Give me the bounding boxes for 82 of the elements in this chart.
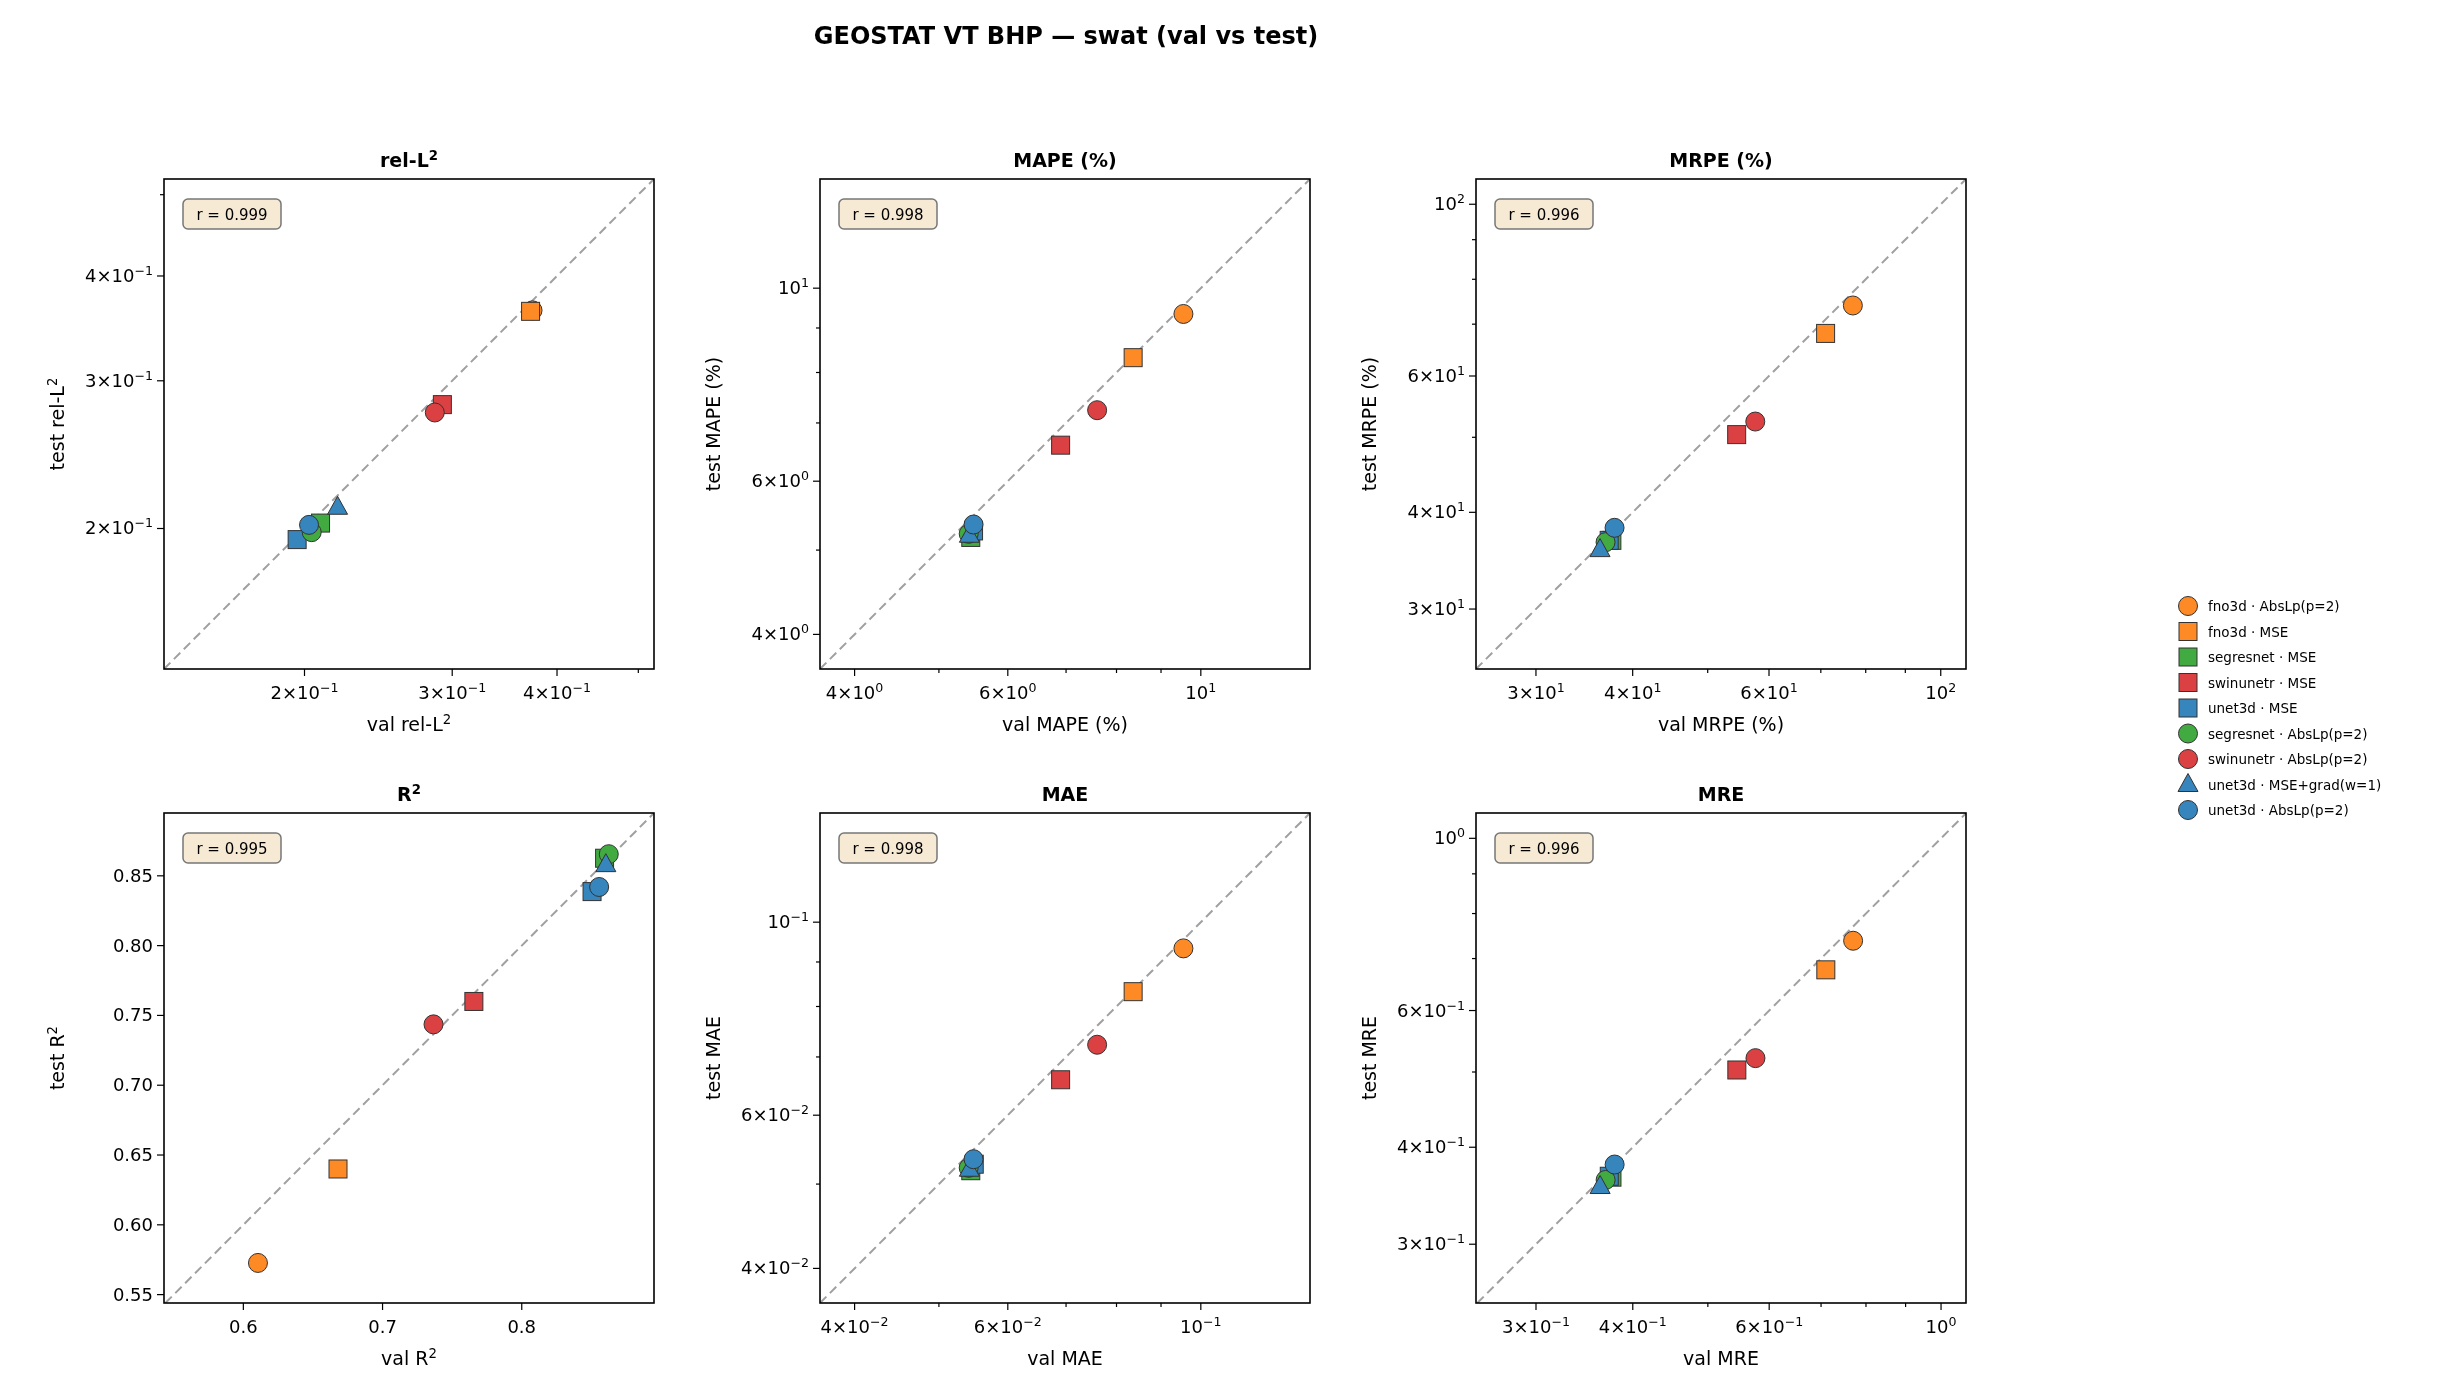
chart-title: rel-L$^{2}$	[379, 147, 439, 171]
x-tick-label: 10$^{2}$	[1925, 679, 1957, 703]
chart-title: R$^{2}$	[397, 781, 421, 805]
x-tick-label: 4×10$^{−1}$	[1598, 1313, 1667, 1337]
legend-label: segresnet · AbsLp(p=2)	[2208, 725, 2368, 742]
y-tick-label: 0.70	[112, 1074, 153, 1096]
x-tick-label: 4×10$^{1}$	[1603, 679, 1662, 703]
annotation: r = 0.996	[1508, 840, 1580, 858]
y-axis-title: test MAPE (%)	[702, 356, 724, 492]
legend-label: segresnet · MSE	[2208, 649, 2317, 665]
annotation: r = 0.998	[852, 206, 924, 224]
legend-label: swinunetr · MSE	[2208, 674, 2317, 691]
y-axis-title: test MAE	[702, 1016, 724, 1100]
x-tick-label: 6×10$^{−1}$	[1735, 1313, 1804, 1337]
x-tick-label: 3×10$^{−1}$	[1501, 1313, 1571, 1337]
chart-title: MRPE (%)	[1669, 149, 1773, 171]
x-axis-title: val MRPE (%)	[1657, 713, 1785, 735]
x-axis-title: val MAE	[1027, 1347, 1103, 1369]
y-axis-title: test MRE	[1358, 1015, 1380, 1101]
x-tick-label: 4×10$^{−1}$	[523, 679, 592, 703]
y-tick-label: 10$^{0}$	[1434, 824, 1465, 849]
y-tick-label: 4×10$^{−2}$	[740, 1254, 809, 1279]
x-tick-label: 4×10$^{−2}$	[820, 1313, 889, 1337]
y-tick-label: 0.65	[112, 1144, 153, 1166]
x-tick-label: 2×10$^{−1}$	[270, 679, 339, 703]
y-tick-label: 0.80	[112, 934, 153, 956]
chart-title: MAE	[1041, 783, 1089, 805]
annotation: r = 0.999	[196, 206, 268, 224]
x-axis-title: val MRE	[1683, 1347, 1759, 1369]
legend-label: fno3d · MSE	[2208, 623, 2289, 640]
y-tick-label: 2×10$^{−1}$	[84, 515, 153, 539]
legend-label: fno3d · AbsLp(p=2)	[2208, 598, 2340, 614]
y-tick-label: 0.75	[112, 1004, 153, 1026]
y-tick-label: 0.85	[112, 864, 153, 886]
y-tick-label: 0.60	[112, 1213, 153, 1235]
y-tick-label: 6×10$^{−1}$	[1396, 997, 1465, 1021]
y-tick-label: 3×10$^{1}$	[1407, 595, 1465, 620]
x-axis-title: val R$^{2}$	[381, 1345, 437, 1369]
chart-title: MRE	[1697, 783, 1745, 805]
point	[247, 1252, 268, 1273]
x-tick-label: 6×10$^{−2}$	[973, 1313, 1042, 1337]
x-axis-title: val rel-L$^{2}$	[366, 711, 452, 735]
chart-title: MAPE (%)	[1013, 149, 1117, 171]
y-tick-label: 0.55	[112, 1283, 153, 1305]
y-tick-label: 6×10$^{0}$	[751, 467, 809, 492]
x-tick-label: 3×10$^{1}$	[1507, 679, 1565, 703]
y-tick-label: 4×10$^{1}$	[1407, 498, 1465, 523]
x-tick-label: 0.8	[507, 1316, 537, 1337]
y-tick-label: 10$^{2}$	[1434, 190, 1465, 215]
x-axis-title: val MAPE (%)	[1002, 713, 1128, 735]
legend-label: unet3d · MSE	[2208, 700, 2298, 716]
y-tick-label: 10$^{−1}$	[767, 908, 809, 933]
x-tick-label: 0.6	[229, 1316, 258, 1337]
y-tick-label: 10$^{1}$	[778, 274, 809, 299]
point	[464, 991, 484, 1011]
text: GEOSTAT VT BHP — swat (val vs test)	[813, 22, 1319, 50]
point	[595, 853, 617, 873]
legend-label: unet3d · MSE+grad(w=1)	[2208, 776, 2382, 793]
x-tick-label: 4×10$^{0}$	[825, 679, 884, 703]
point	[423, 1014, 444, 1035]
y-tick-label: 6×10$^{−2}$	[740, 1101, 809, 1126]
y-tick-label: 4×10$^{0}$	[751, 620, 809, 645]
x-tick-label: 6×10$^{1}$	[1740, 679, 1798, 703]
y-tick-label: 3×10$^{−1}$	[84, 367, 153, 391]
x-tick-label: 10$^{−1}$	[1180, 1313, 1222, 1337]
y-tick-label: 6×10$^{1}$	[1407, 362, 1465, 386]
x-tick-label: 6×10$^{0}$	[979, 679, 1037, 703]
x-tick-label: 10$^{0}$	[1925, 1313, 1957, 1337]
y-tick-label: 3×10$^{−1}$	[1396, 1230, 1465, 1255]
x-tick-label: 10$^{1}$	[1185, 679, 1217, 703]
point	[328, 1159, 348, 1179]
y-axis-title: test MRPE (%)	[1358, 356, 1380, 492]
x-tick-label: 3×10$^{−1}$	[418, 679, 487, 703]
x-tick-label: 0.7	[368, 1316, 397, 1337]
point	[589, 876, 610, 897]
legend-label: swinunetr · AbsLp(p=2)	[2208, 751, 2368, 767]
annotation: r = 0.996	[1508, 206, 1580, 224]
legend-label: unet3d · AbsLp(p=2)	[2208, 802, 2349, 818]
annotation: r = 0.998	[852, 840, 924, 858]
annotation: r = 0.995	[196, 840, 268, 858]
y-tick-label: 4×10$^{−1}$	[84, 262, 153, 286]
y-tick-label: 4×10$^{−1}$	[1396, 1133, 1465, 1158]
